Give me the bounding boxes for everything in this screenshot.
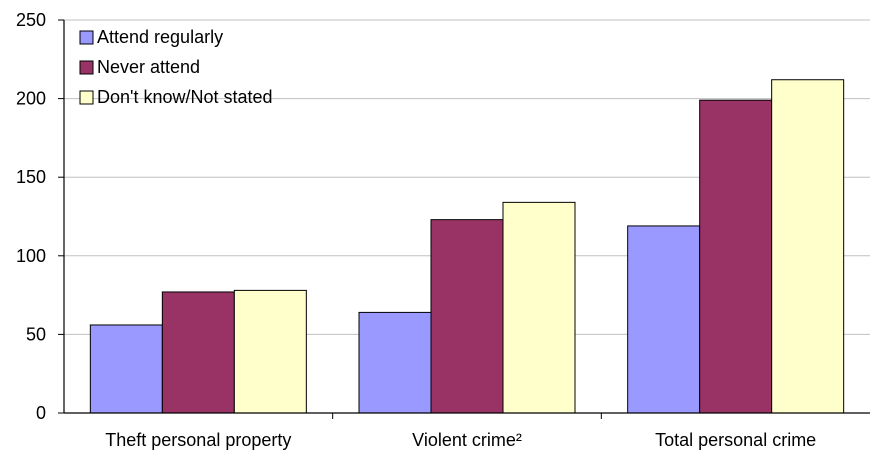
bars: [89, 79, 845, 414]
bar-1-2: [161, 291, 235, 414]
legend-swatch: [79, 60, 94, 75]
y-tick-label: 200: [16, 89, 46, 109]
bar-2-3: [502, 201, 576, 414]
x-category-labels: Theft personal property Violent crime² Tot…: [105, 430, 816, 450]
bar-2-2: [430, 219, 504, 414]
legend-swatch: [79, 90, 94, 105]
y-tick-label: 250: [16, 10, 46, 30]
y-tick-label: 150: [16, 167, 46, 187]
y-tick-label: 50: [26, 324, 46, 344]
x-category-label: Total personal crime: [655, 430, 816, 450]
bar-3-3: [771, 79, 845, 414]
legend-label: Never attend: [97, 57, 200, 77]
legend: Attend regularly Never attend Don't know/N…: [79, 27, 273, 107]
y-tick-label: 100: [16, 246, 46, 266]
x-category-label: Theft personal property: [105, 430, 291, 450]
axes: [58, 19, 870, 419]
x-category-label: Violent crime²: [412, 430, 522, 450]
bar-3-1: [627, 225, 701, 414]
bar-2-1: [358, 311, 432, 414]
bar-1-3: [233, 289, 307, 414]
y-tick-labels: 0 50 100 150 200 250: [16, 10, 46, 423]
legend-label: Don't know/Not stated: [97, 87, 273, 107]
bar-3-2: [699, 99, 773, 414]
y-tick-label: 0: [36, 403, 46, 423]
legend-swatch: [79, 30, 94, 45]
bar-1-1: [89, 324, 163, 414]
legend-label: Attend regularly: [97, 27, 223, 47]
